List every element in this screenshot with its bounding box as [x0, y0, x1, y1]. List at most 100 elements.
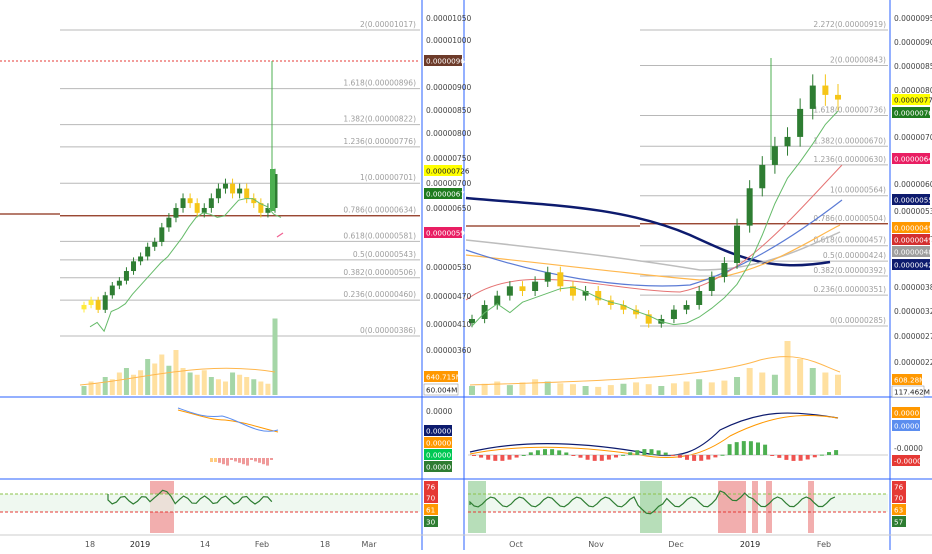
right-time-tick-label: Nov	[588, 540, 604, 549]
right-macd-badge-bg	[892, 420, 920, 431]
right-macd-histogram-bar	[713, 455, 718, 458]
right-candle-body	[746, 188, 753, 226]
left-candle-body	[222, 183, 228, 189]
right-candle-body	[595, 290, 602, 301]
left-volume-badge: 640.715M	[426, 373, 462, 382]
left-macd-histogram-bar	[214, 458, 217, 462]
left-macd-histogram-bar	[254, 458, 257, 462]
right-price-badge: 0.00000645	[894, 155, 932, 164]
left-price-badge-bg	[424, 227, 462, 238]
left-rsi-badge-bg	[424, 516, 438, 527]
left-macd-badge: 0.0000	[426, 463, 452, 472]
fib-label-left: 0.382(0.00000506)	[343, 268, 416, 277]
left-rsi-badge-bg	[424, 481, 438, 492]
fib-label-left: 1.618(0.00000896)	[343, 79, 416, 88]
left-rsi-badge: 76	[426, 483, 436, 492]
right-orange-moving-average	[465, 224, 841, 281]
right-volume-bar	[569, 384, 576, 395]
right-candle-body	[544, 272, 551, 282]
right-macd-histogram-bar	[557, 450, 562, 455]
right-candle-body	[734, 225, 741, 263]
right-macd-histogram-bar	[543, 449, 547, 455]
left-rsi-badge-bg	[424, 504, 438, 515]
left-macd-histogram-bar	[230, 458, 233, 460]
left-macd-badge: 0.0000	[426, 439, 452, 448]
left-price-tick-label: 0.00000360	[426, 346, 472, 355]
right-volume-bar	[797, 359, 804, 395]
left-candle-body	[237, 188, 243, 194]
right-candle-body	[797, 108, 804, 137]
right-time-tick-label: Feb	[817, 540, 831, 549]
right-macd-histogram-bar	[472, 455, 476, 456]
fib-label-right: 1.236(0.00000630)	[813, 155, 886, 164]
right-volume-bar	[557, 383, 564, 395]
right-macd-badge: -0.0000	[894, 457, 922, 466]
left-macd-histogram-bar	[218, 458, 221, 463]
left-macd-badge: 0.0000	[426, 451, 452, 460]
left-volume-bar	[251, 379, 257, 395]
right-macd-histogram-bar	[692, 455, 697, 461]
left-candle-body	[95, 300, 101, 310]
fib-label-left: 2(0.00001017)	[360, 20, 416, 29]
right-macd-histogram-bar	[734, 442, 739, 455]
left-candle-body	[215, 188, 221, 199]
right-price-tick-label: 0.00000800	[894, 86, 932, 95]
right-rsi-badge: 76	[894, 483, 904, 492]
right-red-moving-average	[465, 164, 843, 301]
left-time-tick-label: 14	[200, 540, 210, 549]
right-volume-bar	[784, 341, 791, 395]
right-volume-ma	[469, 356, 841, 386]
left-volume-badge-bg	[424, 371, 458, 382]
left-volume-badge-bg	[423, 383, 459, 396]
right-macd-histogram-bar	[656, 450, 661, 455]
right-macd-histogram-bar	[550, 449, 555, 455]
fib-label-right: 0(0.00000285)	[830, 316, 886, 325]
right-macd-signal-line	[469, 414, 839, 458]
right-rsi-badge: 63	[894, 506, 903, 515]
left-volume-bar	[123, 368, 129, 395]
left-candle-body	[109, 285, 115, 296]
left-candle-body	[88, 300, 94, 305]
right-price-tick-label: 0.00000530	[894, 207, 932, 216]
right-volume-bar	[645, 384, 652, 395]
right-macd-histogram-bar	[500, 455, 505, 461]
right-price-badge: 0.00000496	[894, 236, 932, 245]
right-macd-histogram-bar	[635, 450, 640, 455]
left-time-tick-label: Feb	[255, 540, 269, 549]
right-price-tick-label: 0.00000320	[894, 307, 932, 316]
right-volume-bar	[696, 379, 703, 395]
left-price-tick-label: 0.00000470	[426, 292, 472, 301]
right-macd-histogram-bar	[741, 441, 746, 455]
right-volume-badge: 117.462M	[894, 388, 930, 397]
right-macd-histogram-bar	[763, 444, 768, 455]
right-macd-histogram-bar	[720, 454, 725, 456]
left-candle-body	[265, 207, 271, 213]
left-volume-bar	[145, 359, 151, 395]
left-rsi-badge-bg	[424, 492, 438, 503]
right-price-tick-label: 0.00000850	[894, 62, 932, 71]
right-volume-badge-bg	[892, 374, 922, 385]
left-candle-body	[251, 198, 257, 204]
left-price-tick-label: 0.00000800	[426, 129, 472, 138]
left-volume-bar	[187, 372, 193, 395]
right-price-badge: 0.00000498	[894, 224, 932, 233]
left-rsi-badge: 61	[426, 506, 435, 515]
right-volume-bar	[582, 386, 589, 395]
right-macd-histogram-bar	[571, 455, 576, 456]
right-macd-histogram-bar	[784, 455, 789, 460]
left-macd-badge: 0.0000	[426, 427, 452, 436]
left-price-tick-label: 0.00000700	[426, 179, 472, 188]
right-candle-body	[569, 286, 576, 296]
right-price-badge-bg	[892, 194, 930, 205]
left-macd-histogram-bar	[250, 458, 253, 460]
right-volume-badge-bg	[891, 385, 925, 398]
fib-label-left: 1(0.00000701)	[360, 173, 416, 182]
right-macd-histogram-bar	[798, 455, 803, 461]
right-candle-body	[696, 290, 703, 305]
left-candle-body	[145, 246, 151, 257]
right-volume-bar	[771, 374, 778, 395]
left-price-tick-label: 0.00001000	[426, 36, 472, 45]
left-price-badge: 0.00000673	[426, 190, 469, 199]
fib-label-right: 0.5(0.00000424)	[823, 251, 886, 260]
right-volume-bar	[670, 383, 677, 395]
